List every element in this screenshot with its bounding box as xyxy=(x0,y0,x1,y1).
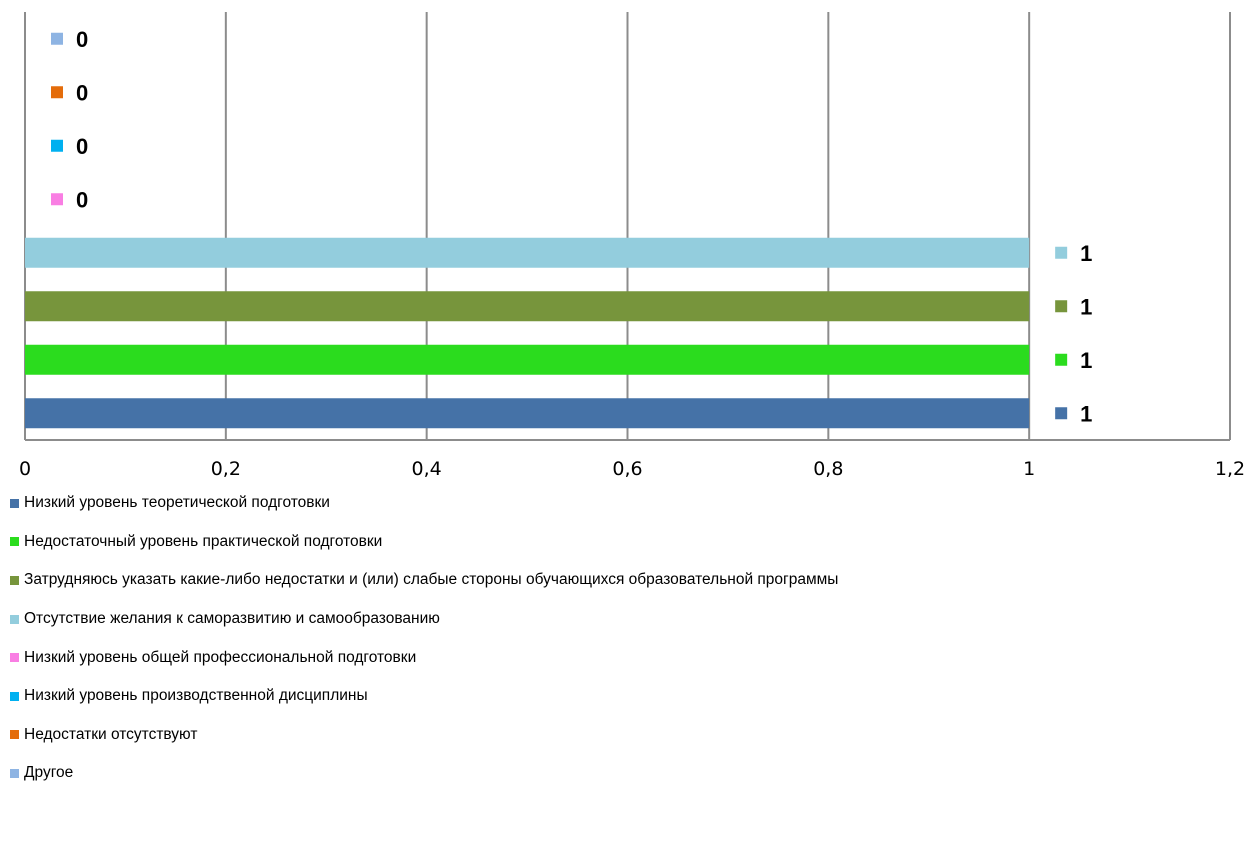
legend: Низкий уровень теоретической подготовки Н… xyxy=(10,484,838,793)
legend-swatch xyxy=(10,614,19,624)
legend-swatch xyxy=(10,575,19,585)
data-label-swatch xyxy=(51,32,63,45)
data-label-swatch xyxy=(1055,300,1068,313)
data-label: 0 xyxy=(76,134,88,159)
data-label-swatch xyxy=(51,139,63,152)
legend-item: Низкий уровень производственной дисципли… xyxy=(10,677,838,716)
data-labels-group: 1 1 1 1 0 0 0 0 xyxy=(51,27,1092,426)
data-label-swatch xyxy=(51,193,63,206)
legend-item: Другое xyxy=(10,754,838,793)
data-label: 1 xyxy=(1080,294,1092,319)
legend-swatch xyxy=(10,768,19,778)
x-tick-label: 0,2 xyxy=(211,458,241,480)
data-label-swatch xyxy=(1055,246,1068,259)
data-label: 1 xyxy=(1080,241,1092,266)
data-label: 0 xyxy=(76,187,88,212)
x-tick-label: 0,4 xyxy=(412,458,442,480)
bar xyxy=(25,398,1030,429)
legend-label: Низкий уровень общей профессиональной по… xyxy=(24,648,417,666)
bar xyxy=(25,291,1030,322)
grid-lines xyxy=(24,12,1231,441)
data-label-swatch xyxy=(1055,407,1068,420)
bars-group xyxy=(25,237,1030,429)
legend-label: Низкий уровень теоретической подготовки xyxy=(24,494,330,512)
legend-item: Затрудняюсь указать какие-либо недостатк… xyxy=(10,561,838,600)
legend-swatch xyxy=(10,730,19,740)
legend-label: Недостаточный уровень практической подго… xyxy=(24,532,383,550)
bar-chart: 1 1 1 1 0 0 0 0 0 0,2 0,4 0,6 0,8 1 1,2 xyxy=(19,12,1245,480)
legend-swatch xyxy=(10,498,19,508)
bar xyxy=(25,237,1030,268)
x-tick-label: 1 xyxy=(1023,458,1035,480)
legend-label: Недостатки отсутствуют xyxy=(24,725,198,743)
bar xyxy=(25,344,1030,375)
data-label: 1 xyxy=(1080,348,1092,373)
legend-label: Затрудняюсь указать какие-либо недостатк… xyxy=(24,571,839,589)
x-tick-label: 0,8 xyxy=(813,458,843,480)
legend-item: Отсутствие желания к саморазвитию и само… xyxy=(10,600,838,639)
legend-swatch xyxy=(10,653,19,663)
legend-label: Другое xyxy=(24,764,74,782)
data-label: 1 xyxy=(1080,401,1092,426)
legend-item: Низкий уровень теоретической подготовки xyxy=(10,484,838,523)
x-axis-ticks: 0 0,2 0,4 0,6 0,8 1 1,2 xyxy=(19,458,1245,480)
legend-item: Низкий уровень общей профессиональной по… xyxy=(10,638,838,677)
x-tick-label: 0 xyxy=(19,458,31,480)
data-label-swatch xyxy=(1055,353,1068,366)
data-label: 0 xyxy=(76,27,88,52)
data-label-swatch xyxy=(51,86,63,99)
x-tick-label: 0,6 xyxy=(612,458,642,480)
legend-label: Отсутствие желания к саморазвитию и само… xyxy=(24,610,440,628)
data-label: 0 xyxy=(76,80,88,105)
legend-swatch xyxy=(10,691,19,701)
legend-item: Недостатки отсутствуют xyxy=(10,716,838,755)
legend-label: Низкий уровень производственной дисципли… xyxy=(24,687,368,705)
x-tick-label: 1,2 xyxy=(1215,458,1245,480)
legend-swatch xyxy=(10,537,19,547)
legend-item: Недостаточный уровень практической подго… xyxy=(10,523,838,562)
